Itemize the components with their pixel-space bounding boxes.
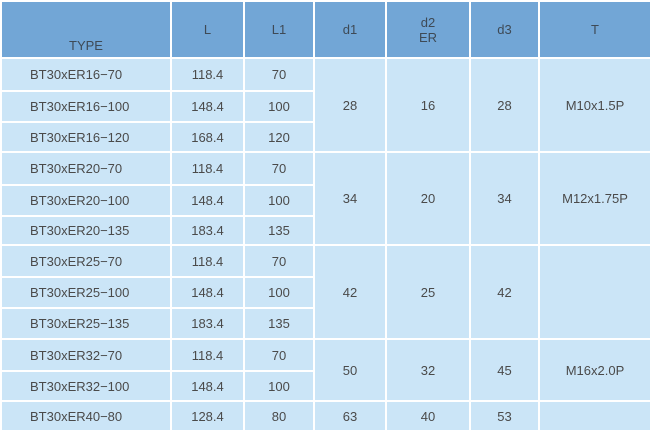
cell-L1: 100 bbox=[243, 370, 315, 402]
cell-d3: 45 bbox=[469, 338, 540, 402]
cell-L1: 100 bbox=[243, 276, 315, 309]
cell-d2: 32 bbox=[385, 338, 471, 402]
header-type: TYPE bbox=[0, 0, 172, 59]
cell-L: 148.4 bbox=[170, 276, 245, 309]
header-d3: d3 bbox=[469, 0, 540, 59]
cell-L1: 100 bbox=[243, 90, 315, 123]
cell-d3: 42 bbox=[469, 244, 540, 340]
cell-L: 183.4 bbox=[170, 215, 245, 246]
cell-type: BT30xER32−70 bbox=[0, 338, 172, 372]
cell-type: BT30xER25−135 bbox=[0, 307, 172, 340]
table-row: BT30xER25−100 148.4 100 bbox=[0, 276, 650, 309]
cell-L: 148.4 bbox=[170, 184, 245, 217]
cell-L: 118.4 bbox=[170, 57, 245, 92]
header-d1: d1 bbox=[313, 0, 387, 59]
header-d2: d2 ER bbox=[385, 0, 471, 59]
cell-T: M12x1.75P bbox=[538, 151, 650, 246]
table-row: BT30xER25−135 183.4 135 bbox=[0, 307, 650, 340]
cell-d2: 16 bbox=[385, 57, 471, 153]
cell-d3: 53 bbox=[469, 400, 540, 432]
cell-L1: 120 bbox=[243, 121, 315, 153]
cell-T: M10x1.5P bbox=[538, 57, 650, 153]
cell-d1: 42 bbox=[313, 244, 387, 340]
cell-L1: 70 bbox=[243, 244, 315, 278]
cell-L1: 70 bbox=[243, 57, 315, 92]
cell-L: 118.4 bbox=[170, 151, 245, 186]
cell-type: BT30xER20−100 bbox=[0, 184, 172, 217]
cell-L1: 135 bbox=[243, 307, 315, 340]
header-T: T bbox=[538, 0, 650, 59]
cell-type: BT30xER40−80 bbox=[0, 400, 172, 432]
cell-type: BT30xER32−100 bbox=[0, 370, 172, 402]
header-d2-line2: ER bbox=[418, 29, 438, 45]
cell-L1: 70 bbox=[243, 151, 315, 186]
cell-L1: 70 bbox=[243, 338, 315, 372]
cell-L: 183.4 bbox=[170, 307, 245, 340]
cell-type: BT30xER25−100 bbox=[0, 276, 172, 309]
cell-type: BT30xER16−70 bbox=[0, 57, 172, 92]
table-row: BT30xER40−80 128.4 80 63 40 53 bbox=[0, 400, 650, 432]
table-row: BT30xER16−100 148.4 100 bbox=[0, 90, 650, 123]
cell-L: 128.4 bbox=[170, 400, 245, 432]
header-d2-line1: d2 bbox=[420, 14, 436, 30]
cell-d2: 40 bbox=[385, 400, 471, 432]
cell-d2: 25 bbox=[385, 244, 471, 340]
cell-T: M16x2.0P bbox=[538, 338, 650, 402]
cell-type: BT30xER20−135 bbox=[0, 215, 172, 246]
cell-type: BT30xER20−70 bbox=[0, 151, 172, 186]
cell-L: 148.4 bbox=[170, 370, 245, 402]
cell-L1: 80 bbox=[243, 400, 315, 432]
header-L: L bbox=[170, 0, 245, 59]
cell-T bbox=[538, 400, 650, 432]
cell-d3: 34 bbox=[469, 151, 540, 246]
table-row: BT30xER25−70 118.4 70 42 25 42 bbox=[0, 244, 650, 340]
cell-d3: 28 bbox=[469, 57, 540, 153]
table-row: BT30xER32−100 148.4 100 bbox=[0, 370, 650, 402]
header-row: TYPE L L1 d1 d2 ER d3 T bbox=[0, 0, 650, 59]
cell-d1: 50 bbox=[313, 338, 387, 402]
cell-d2: 20 bbox=[385, 151, 471, 246]
cell-d1: 28 bbox=[313, 57, 387, 153]
table-row: BT30xER16−70 118.4 70 28 16 28 M10x1.5P bbox=[0, 57, 650, 153]
cell-L1: 100 bbox=[243, 184, 315, 217]
table-row: BT30xER32−70 118.4 70 50 32 45 M16x2.0P bbox=[0, 338, 650, 402]
cell-T bbox=[538, 244, 650, 340]
cell-d1: 63 bbox=[313, 400, 387, 432]
cell-L: 168.4 bbox=[170, 121, 245, 153]
table-row: BT30xER20−135 183.4 135 bbox=[0, 215, 650, 246]
table-row: BT30xER20−70 118.4 70 34 20 34 M12x1.75P bbox=[0, 151, 650, 246]
cell-L: 118.4 bbox=[170, 338, 245, 372]
cell-type: BT30xER25−70 bbox=[0, 244, 172, 278]
cell-L1: 135 bbox=[243, 215, 315, 246]
table-row: BT30xER20−100 148.4 100 bbox=[0, 184, 650, 217]
cell-type: BT30xER16−100 bbox=[0, 90, 172, 123]
table-row: BT30xER16−120 168.4 120 bbox=[0, 121, 650, 153]
cell-L: 118.4 bbox=[170, 244, 245, 278]
cell-type: BT30xER16−120 bbox=[0, 121, 172, 153]
header-L1: L1 bbox=[243, 0, 315, 59]
cell-L: 148.4 bbox=[170, 90, 245, 123]
cell-d1: 34 bbox=[313, 151, 387, 246]
